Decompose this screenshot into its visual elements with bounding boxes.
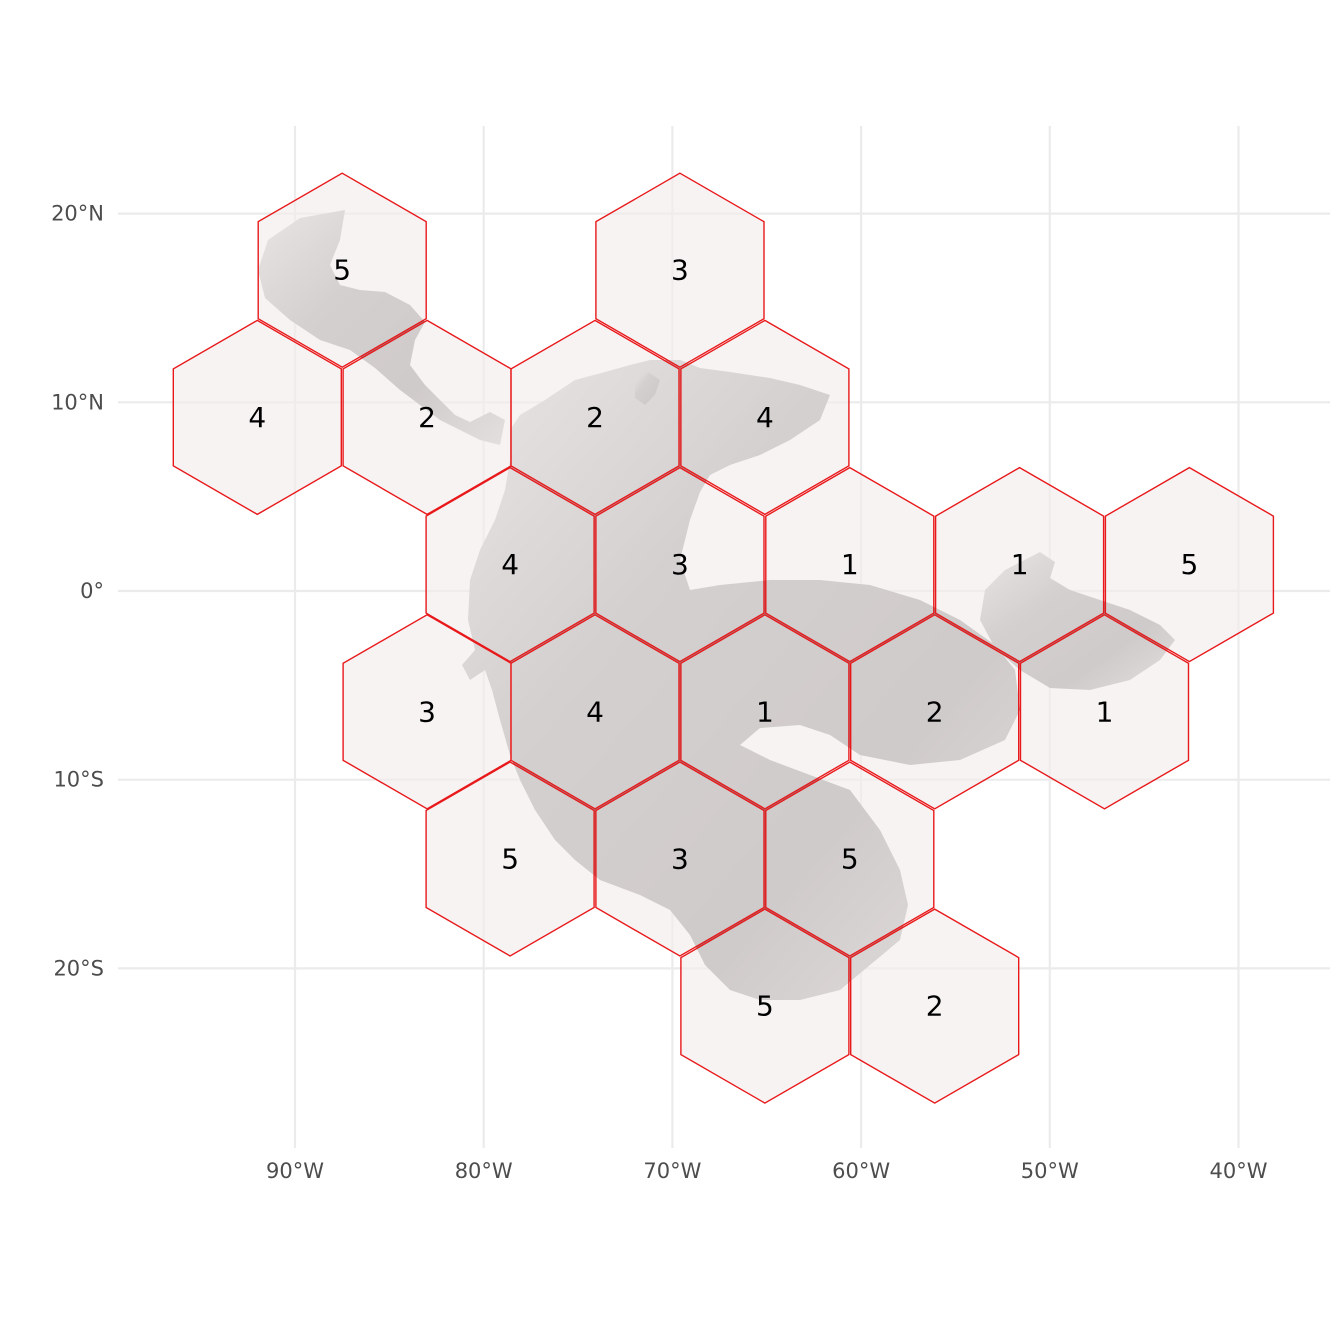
x-tick-label: 90°W: [266, 1159, 324, 1183]
hex-cell-label: 3: [671, 548, 689, 581]
hex-cell: [425, 466, 595, 663]
axis-ticks: 90°W 80°W 70°W 60°W 50°W 40°W 20°N 10°N 0° 10°S 20…: [51, 202, 1268, 1183]
hex-cell: [680, 319, 850, 516]
hex-cell: [680, 908, 850, 1104]
hex-cell: [765, 466, 935, 663]
hex-cell: [510, 613, 680, 810]
hex-cell-label: 2: [586, 401, 604, 434]
hex-cell-label: 3: [671, 254, 689, 287]
hex-cell: [1019, 613, 1190, 810]
hex-cell-label: 5: [841, 842, 859, 875]
hex-cell-label: 5: [1181, 548, 1199, 581]
hex-cell-label: 4: [756, 401, 774, 434]
y-tick-label: 0°: [80, 579, 104, 603]
hex-cell: [172, 319, 342, 516]
hex-cell-label: 4: [586, 695, 604, 728]
hex-cell-label: 1: [841, 548, 859, 581]
x-tick-label: 40°W: [1210, 1159, 1268, 1183]
y-tick-label: 10°N: [51, 390, 104, 414]
hex-cell: [510, 319, 680, 516]
hex-cell: [1104, 466, 1275, 663]
hexagon-labels: 5 3 4 2 2 4 4 3 1 1 5 3 4 1 2 1 5 3 5 5 2: [248, 254, 1198, 1023]
y-tick-label: 20°S: [53, 956, 104, 980]
hex-cell-label: 4: [501, 548, 519, 581]
hexagon-grid: [172, 172, 1275, 1104]
hex-cell-label: 2: [418, 401, 436, 434]
hex-cell: [680, 613, 850, 810]
hex-cell-label: 3: [418, 695, 436, 728]
hex-cell: [850, 908, 1020, 1104]
x-tick-label: 60°W: [832, 1159, 890, 1183]
hex-cell: [425, 761, 595, 957]
hex-cell-label: 1: [756, 695, 774, 728]
hex-cell-label: 2: [926, 990, 944, 1023]
hex-cell-label: 5: [756, 990, 774, 1023]
hex-cell-label: 5: [501, 842, 519, 875]
y-tick-label: 20°N: [51, 202, 104, 226]
hex-cell: [765, 761, 935, 957]
hex-cell-label: 1: [1011, 548, 1029, 581]
hex-cell: [595, 761, 765, 957]
hex-cell-label: 5: [333, 254, 351, 287]
hex-cell: [595, 466, 765, 663]
hex-cell: [257, 172, 427, 369]
hex-cell-label: 3: [671, 842, 689, 875]
hex-cell-label: 4: [248, 401, 266, 434]
hex-cell-label: 1: [1096, 695, 1114, 728]
hex-cell: [595, 172, 765, 369]
hex-cell: [850, 613, 1020, 810]
hex-cell: [934, 466, 1105, 663]
hex-cell-label: 2: [926, 695, 944, 728]
x-tick-label: 50°W: [1021, 1159, 1079, 1183]
x-tick-label: 70°W: [643, 1159, 701, 1183]
y-tick-label: 10°S: [53, 768, 104, 792]
x-tick-label: 80°W: [455, 1159, 513, 1183]
